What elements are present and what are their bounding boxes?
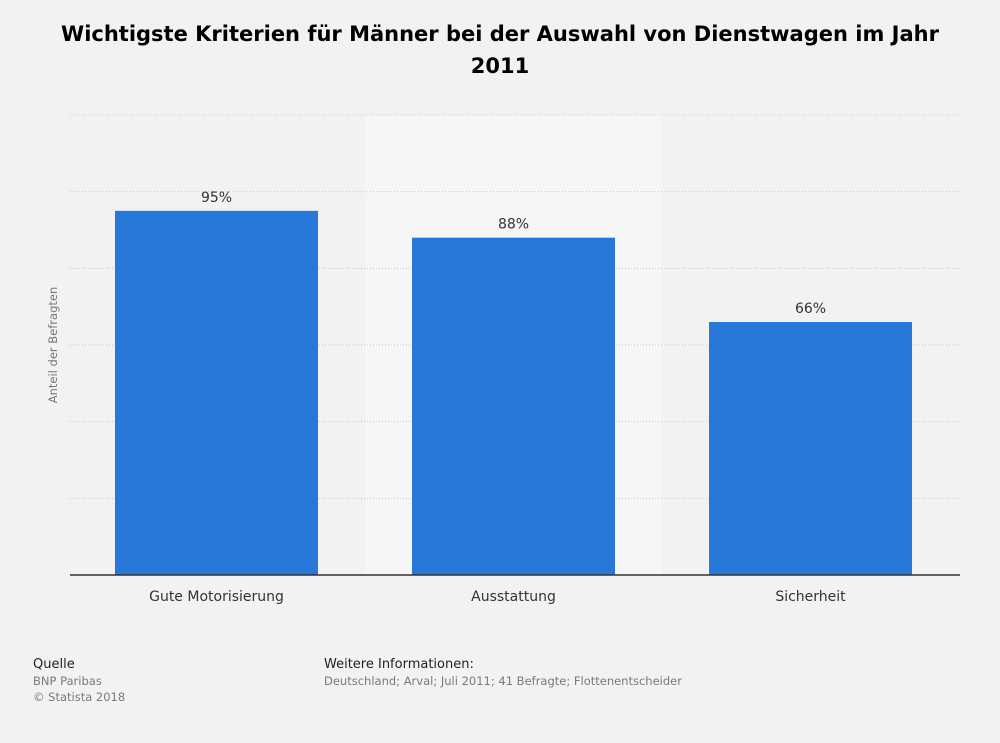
bars	[115, 210, 912, 576]
data-label: 95%	[201, 190, 232, 206]
info-text: Deutschland; Arval; Juli 2011; 41 Befrag…	[324, 674, 682, 688]
info-block: Weitere Informationen: Deutschland; Arva…	[324, 657, 682, 689]
x-tick-labels: Gute Motorisierung Ausstattung Sicherheit	[149, 589, 846, 605]
chart-title: Wichtigste Kriterien für Männer bei der …	[61, 22, 939, 78]
bar	[709, 322, 912, 575]
bar	[412, 237, 615, 575]
x-tick-label: Sicherheit	[775, 589, 846, 605]
y-axis-label: Anteil der Befragten	[46, 287, 60, 404]
source-block: Quelle BNP Paribas © Statista 2018	[33, 657, 125, 705]
info-heading: Weitere Informationen:	[324, 657, 474, 672]
bar	[115, 210, 318, 576]
copyright-text: © Statista 2018	[33, 690, 126, 704]
source-heading: Quelle	[33, 657, 75, 672]
x-tick-label: Gute Motorisierung	[149, 589, 284, 605]
data-label: 66%	[795, 301, 826, 317]
data-label: 88%	[498, 217, 529, 233]
source-text: BNP Paribas	[33, 674, 102, 688]
x-tick-label: Ausstattung	[471, 589, 556, 605]
value-labels: 95% 88% 66%	[201, 190, 826, 317]
